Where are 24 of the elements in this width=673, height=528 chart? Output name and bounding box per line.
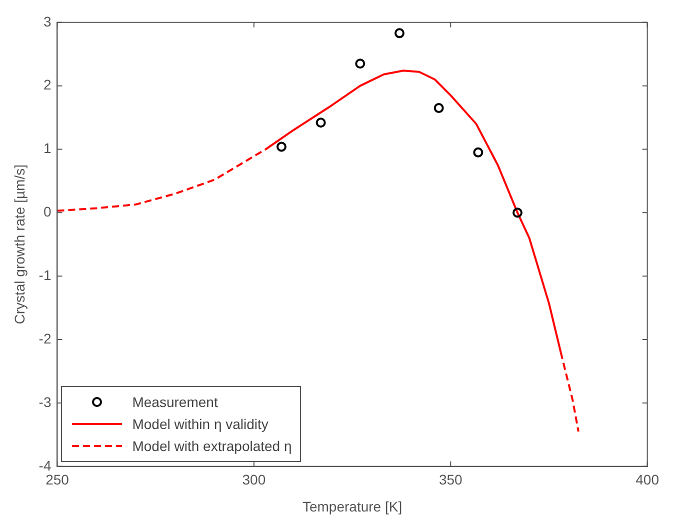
legend-label: Model with extrapolated η [132, 438, 292, 454]
point [316, 118, 326, 128]
y-tick-label: 2 [43, 76, 52, 93]
legend-label: Model within η validity [132, 416, 268, 432]
x-tick-label: 400 [636, 472, 660, 488]
point [512, 208, 523, 218]
x-tick-label: 250 [46, 472, 70, 488]
x-tick-label: 300 [242, 472, 266, 488]
point [394, 28, 404, 38]
point [473, 147, 484, 158]
point [355, 58, 366, 69]
y-tick-label: -3 [38, 394, 52, 410]
y-tick-label: 1 [43, 140, 52, 156]
y-tick-label: -4 [38, 457, 52, 474]
y-tick-label: -2 [38, 330, 52, 346]
x-tick-label: 350 [438, 472, 463, 488]
point [434, 103, 444, 114]
y-tick-label: 0 [43, 204, 52, 220]
y-tick-label: 3 [43, 13, 52, 30]
x-axis-title: Temperature [K] [302, 498, 402, 514]
y-tick-label: -1 [38, 266, 52, 283]
y-axis-title: Crystal growth rate [µm/s] [11, 164, 28, 324]
point [276, 142, 286, 152]
legend-label: Measurement [132, 394, 218, 410]
